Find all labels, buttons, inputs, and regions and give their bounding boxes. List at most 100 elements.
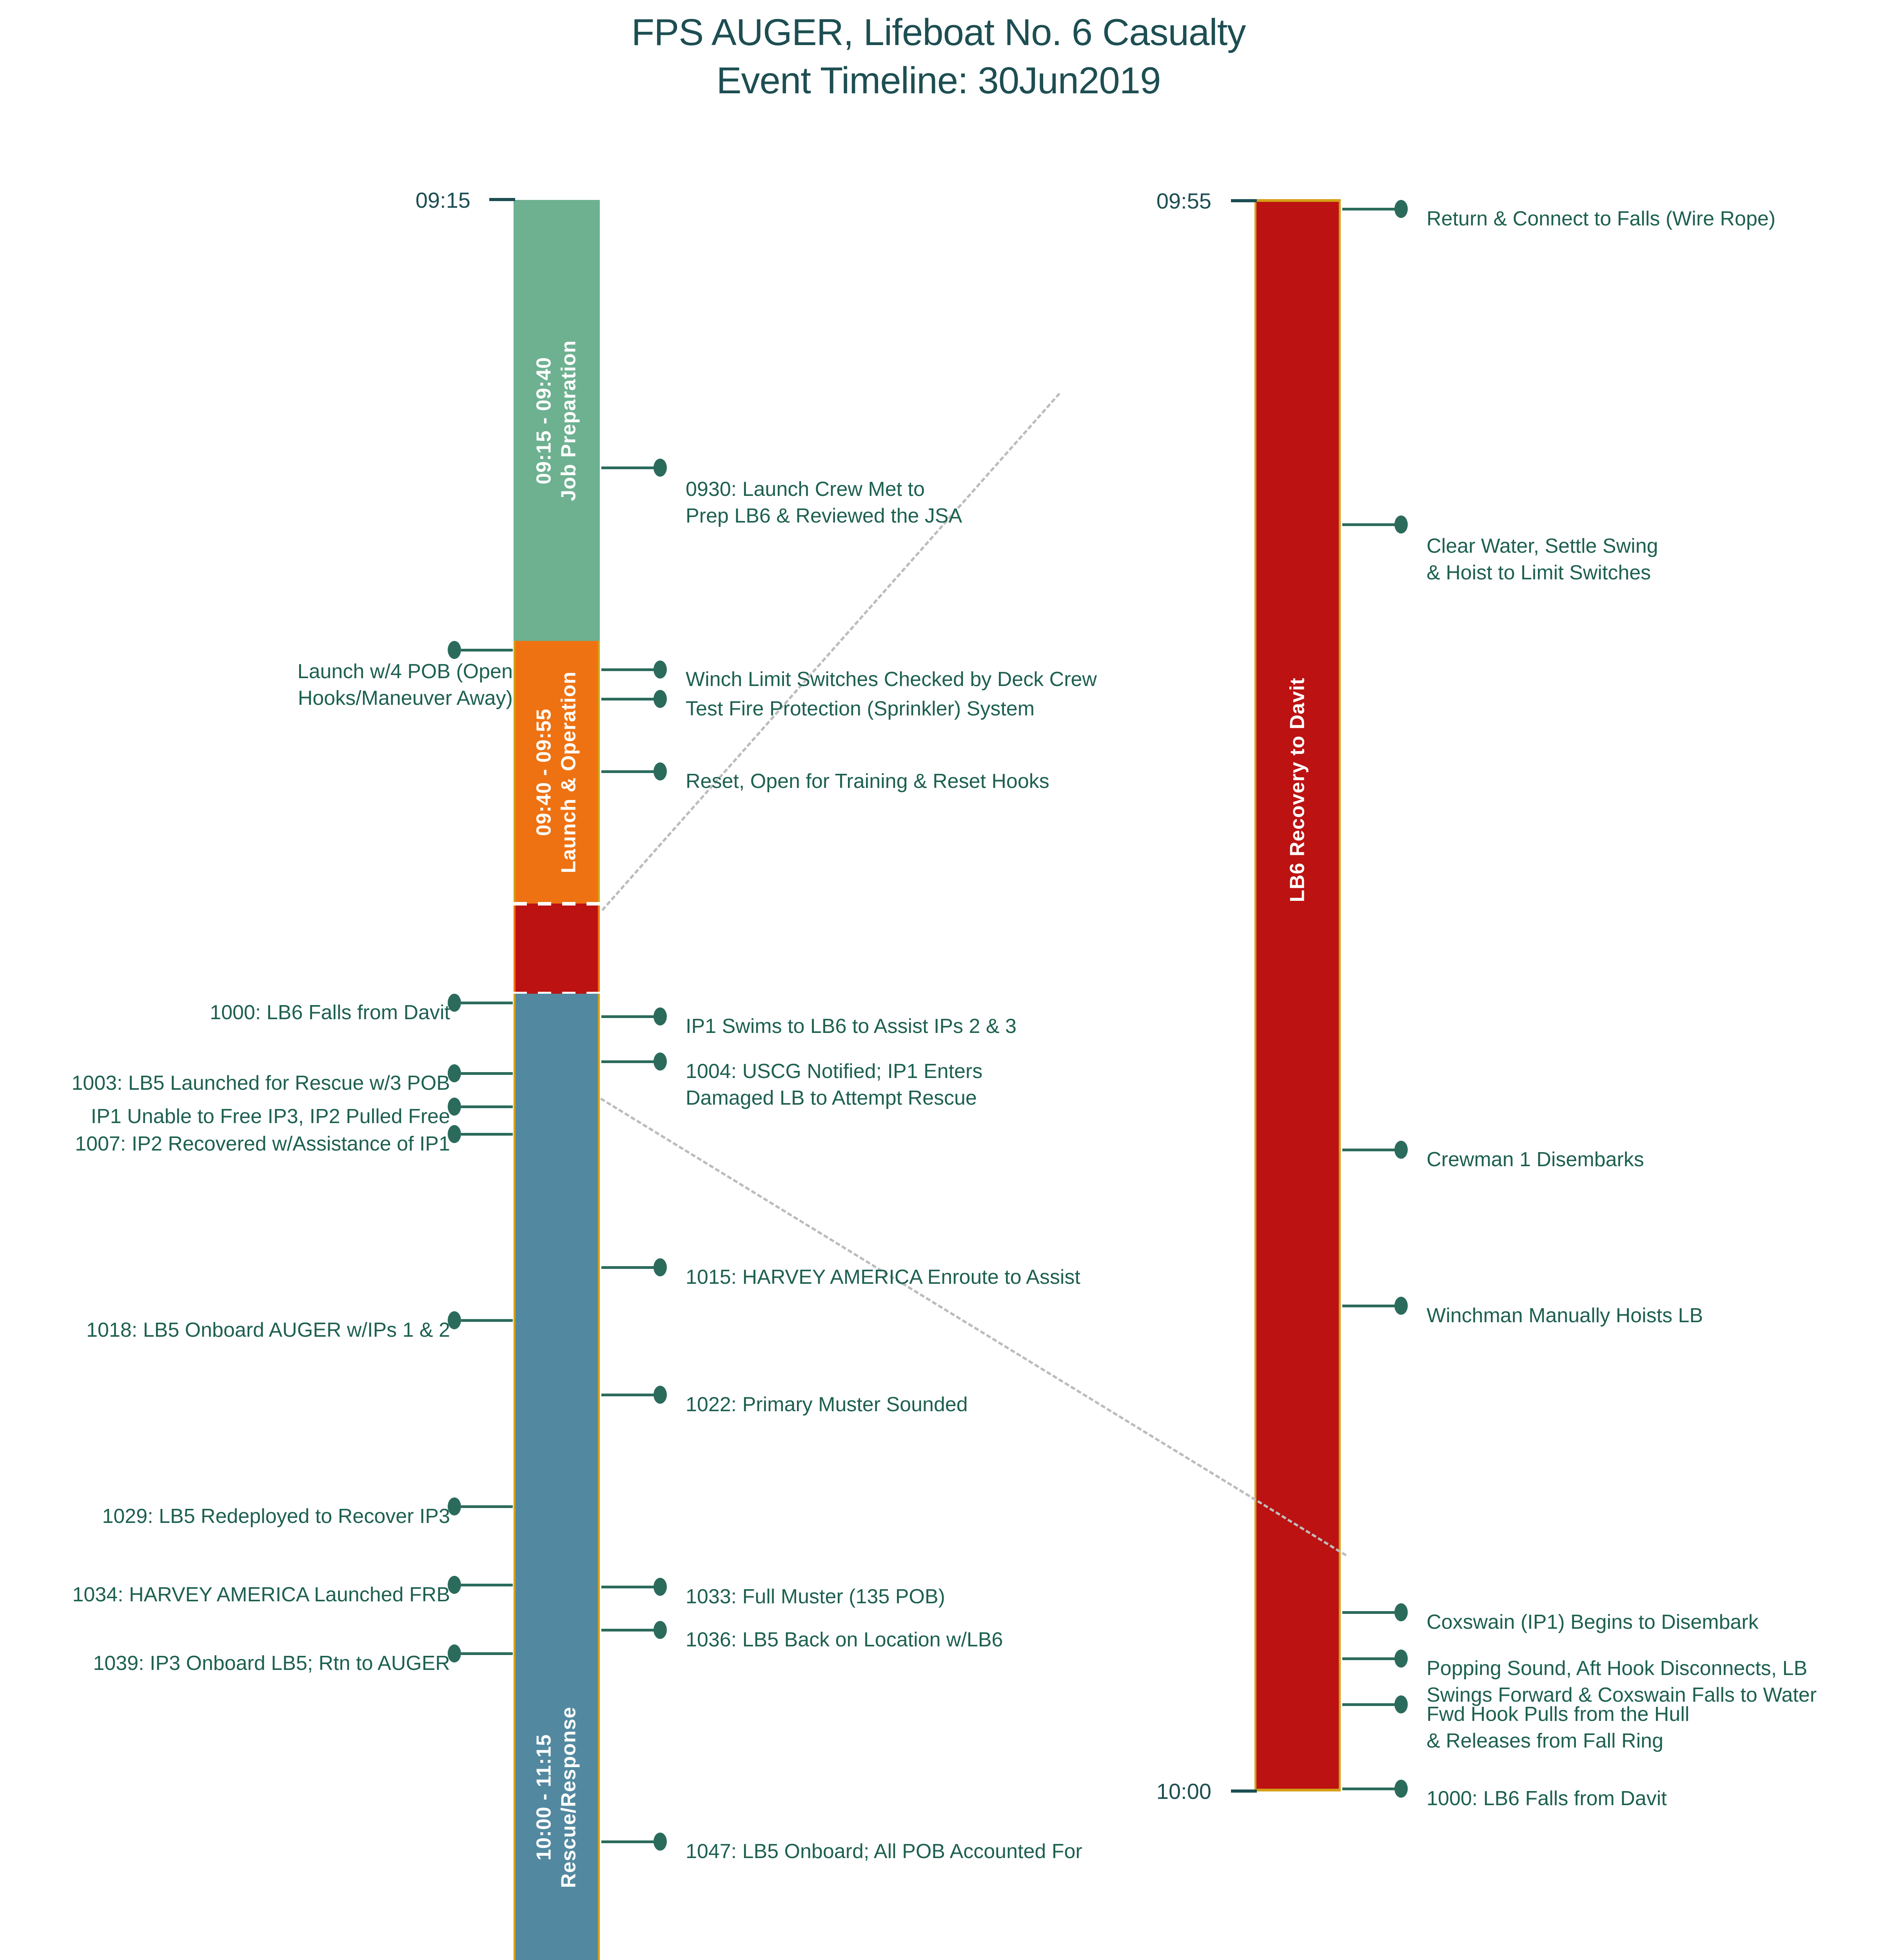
segment-lb6-recovery: LB6 Recovery to Davit: [1254, 199, 1341, 1791]
callout-text: 1039: IP3 Onboard LB5; Rtn to AUGER: [93, 1652, 450, 1675]
right-timeline-bar: LB6 Recovery to Davit: [1254, 199, 1341, 1791]
callout-text: Winch Limit Switches Checked by Deck Cre…: [686, 668, 1097, 691]
callout-text: IP1 Unable to Free IP3, IP2 Pulled Free: [91, 1105, 450, 1128]
time-label-left-start: 09:15: [415, 188, 470, 212]
callout-dot: [448, 1497, 461, 1515]
callout-text: Test Fire Protection (Sprinkler) System: [686, 697, 1035, 720]
callout-text: 1015: HARVEY AMERICA Enroute to Assist: [686, 1266, 1080, 1289]
callout-dot: [654, 1258, 667, 1276]
leader-line: [601, 668, 654, 671]
callout-dot: [654, 690, 667, 708]
callout-dot: [448, 1098, 461, 1116]
leader-line: [601, 466, 654, 469]
leader-line: [461, 1652, 513, 1655]
callout-text: Launch w/4 POB (Open Hooks/Maneuver Away…: [297, 660, 513, 710]
callout-text: 1033: Full Muster (135 POB): [686, 1585, 945, 1608]
leader-line: [601, 1629, 654, 1632]
leader-line: [601, 1060, 654, 1063]
page-title: FPS AUGER, Lifeboat No. 6 Casualty Event…: [0, 9, 1877, 105]
callout-text: 1047: LB5 Onboard; All POB Accounted For: [686, 1840, 1082, 1863]
leader-line: [1342, 1703, 1395, 1706]
callout-dot: [654, 459, 667, 477]
callout-text: Coxswain (IP1) Begins to Disembark: [1427, 1611, 1759, 1633]
callout-text: 1018: LB5 Onboard AUGER w/IPs 1 & 2: [86, 1319, 450, 1341]
callout-dot: [1394, 1141, 1408, 1159]
callout-text: IP1 Swims to LB6 to Assist IPs 2 & 3: [686, 1015, 1017, 1038]
callout-text: Clear Water, Settle Swing & Hoist to Lim…: [1427, 535, 1658, 584]
leader-line: [1342, 1611, 1395, 1614]
callout-dot: [448, 1064, 461, 1082]
callout-dot: [654, 1578, 667, 1596]
callout-dot: [448, 1576, 461, 1594]
segment-launch-operation-label: 09:40 - 09:55 Launch & Operation: [532, 671, 582, 873]
callout-text: 1034: HARVEY AMERICA Launched FRB: [72, 1583, 450, 1606]
leader-line: [461, 1072, 513, 1075]
segment-fall-event: [514, 902, 600, 995]
segment-launch-operation: 09:40 - 09:55 Launch & Operation: [514, 641, 600, 904]
connector-top: [601, 392, 1060, 911]
callout-text: 1003: LB5 Launched for Rescue w/3 POB: [71, 1072, 450, 1094]
callout-dot: [448, 994, 461, 1012]
callout-dot: [1394, 515, 1408, 534]
leader-line: [1342, 1149, 1395, 1151]
leader-line: [461, 1505, 513, 1508]
callout-text: 1022: Primary Muster Sounded: [686, 1393, 968, 1416]
callout-text: Winchman Manually Hoists LB: [1427, 1304, 1703, 1327]
callout-text: Reset, Open for Training & Reset Hooks: [686, 770, 1049, 793]
right-bar-end-tick: [1231, 1789, 1257, 1793]
leader-line: [601, 1015, 654, 1018]
leader-line: [461, 1002, 513, 1004]
callout-text: 1000: LB6 Falls from Davit: [1427, 1787, 1667, 1810]
callout-dot: [448, 1644, 461, 1662]
leader-line: [1342, 1788, 1395, 1790]
segment-job-preparation-label: 09:15 - 09:40 Job Preparation: [532, 340, 582, 501]
leader-line: [601, 1586, 654, 1588]
callout-dot: [448, 641, 461, 659]
leader-line: [1342, 1305, 1395, 1307]
callout-text: 1036: LB5 Back on Location w/LB6: [686, 1628, 1003, 1651]
leader-line: [601, 1394, 654, 1396]
leader-line: [461, 1319, 513, 1322]
segment-time-range: 10:00 - 11:15: [532, 1734, 555, 1861]
callout-text: 1000: LB6 Falls from Davit: [210, 1001, 450, 1024]
segment-label: Launch & Operation: [557, 671, 580, 873]
callout-text: Return & Connect to Falls (Wire Rope): [1427, 207, 1776, 230]
leader-line: [1342, 208, 1395, 211]
callout-text: Popping Sound, Aft Hook Disconnects, LB …: [1427, 1657, 1817, 1706]
segment-label: LB6 Recovery to Davit: [1286, 677, 1309, 902]
time-label-right-start: 09:55: [1156, 189, 1211, 213]
connector-bottom: [600, 1098, 1347, 1557]
leader-line: [1342, 1657, 1395, 1660]
callout-text: 1007: IP2 Recovered w/Assistance of IP1: [75, 1132, 450, 1155]
callout-dot: [654, 1833, 667, 1851]
segment-label: Job Preparation: [557, 340, 580, 501]
time-label-right-end: 10:00: [1156, 1779, 1211, 1804]
leader-line: [461, 1584, 513, 1586]
callout-text: Crewman 1 Disembarks: [1427, 1148, 1644, 1171]
callout-dot: [448, 1125, 461, 1143]
callout-dot: [654, 1007, 667, 1025]
left-timeline-bar: 09:15 - 09:40 Job Preparation 09:40 - 09…: [514, 200, 600, 1960]
leader-line: [1342, 523, 1395, 526]
callout-dot: [654, 1621, 667, 1639]
callout-dot: [1394, 1297, 1408, 1315]
leader-line: [601, 1840, 654, 1843]
title-line-1: FPS AUGER, Lifeboat No. 6 Casualty: [631, 11, 1246, 53]
callout-dot: [1394, 1780, 1408, 1798]
callout-dot: [654, 762, 667, 780]
left-bar-start-tick: [489, 198, 515, 201]
callout-text: Fwd Hook Pulls from the Hull & Releases …: [1427, 1703, 1690, 1752]
leader-line: [601, 698, 654, 701]
segment-time-range: 09:15 - 09:40: [532, 356, 555, 485]
callout-dot: [448, 1311, 461, 1329]
leader-line: [601, 1266, 654, 1269]
segment-label: Rescue/Response: [557, 1706, 580, 1888]
right-bar-start-tick: [1231, 199, 1257, 202]
leader-line: [461, 1105, 513, 1108]
segment-job-preparation: 09:15 - 09:40 Job Preparation: [514, 200, 600, 641]
callout-dot: [1394, 1650, 1408, 1668]
leader-line: [461, 1133, 513, 1136]
leader-line: [461, 649, 513, 652]
callout-dot: [654, 1053, 667, 1071]
